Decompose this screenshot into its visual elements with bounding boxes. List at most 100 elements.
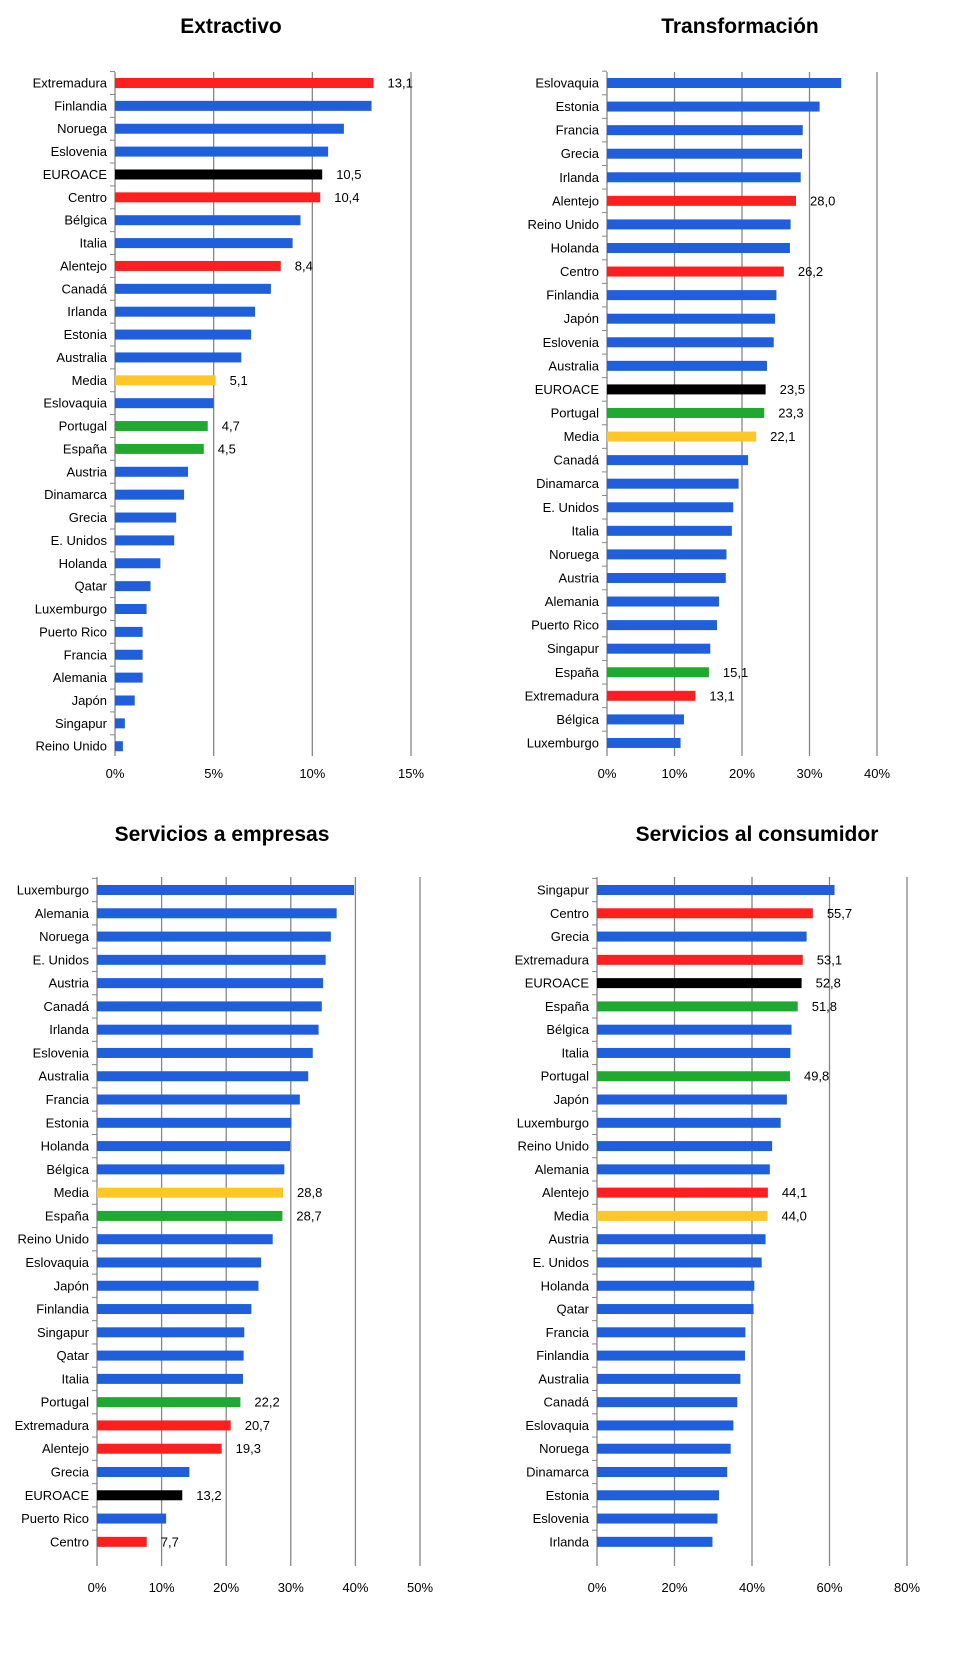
bar-estonia	[607, 101, 820, 112]
category-label: Estonia	[46, 1115, 90, 1130]
category-label: Francia	[64, 647, 108, 662]
bar-portugal	[115, 421, 208, 432]
category-label: Italia	[562, 1045, 590, 1060]
bar-dinamarca	[115, 489, 185, 500]
category-label: Finlandia	[36, 1302, 90, 1317]
data-label: 13,2	[196, 1488, 221, 1503]
bar-espana	[607, 667, 709, 678]
tick-label: 40%	[739, 1580, 765, 1595]
category-label: Grecia	[561, 146, 600, 161]
tick-label: 50%	[407, 1580, 433, 1595]
bar-qatar	[597, 1304, 754, 1315]
bar-holanda	[97, 1141, 291, 1152]
bar-qatar	[97, 1350, 244, 1361]
category-label: Alemania	[535, 1162, 590, 1177]
bar-japon	[597, 1094, 787, 1105]
tick-label: 0%	[106, 766, 125, 781]
chart-servicios-empresas: Servicios a empresas 0% 10% 20% 30% 40% 50% Lux…	[15, 823, 434, 1595]
bar-australia	[97, 1071, 309, 1082]
category-label: Alentejo	[552, 193, 599, 208]
bar-canada	[97, 1001, 322, 1012]
category-label: Australia	[38, 1069, 89, 1084]
data-label: 28,8	[297, 1185, 322, 1200]
data-label: 20,7	[245, 1418, 270, 1433]
category-label: Bélgica	[546, 1022, 589, 1037]
category-label: EUROACE	[525, 976, 590, 991]
bar-belgica	[607, 714, 684, 725]
data-label: 10,4	[334, 190, 359, 205]
category-label: Italia	[62, 1371, 90, 1386]
category-label: Portugal	[551, 405, 600, 420]
bar-australia	[597, 1373, 741, 1384]
category-label: Alemania	[53, 670, 108, 685]
category-label: Eslovenia	[33, 1045, 90, 1060]
chart-title: Extractivo	[180, 15, 282, 38]
bar-e-unidos	[607, 502, 734, 513]
tick-label: 15%	[398, 766, 424, 781]
category-label: Centro	[68, 190, 107, 205]
category-label: España	[555, 665, 600, 680]
category-label: Alemania	[35, 906, 90, 921]
bar-dinamarca	[597, 1467, 728, 1477]
category-label: E. Unidos	[533, 1255, 590, 1270]
data-label: 44,1	[782, 1185, 807, 1200]
bar-e-unidos	[597, 1257, 762, 1268]
category-label: Alentejo	[60, 258, 107, 273]
category-label: Singapur	[537, 883, 590, 898]
tick-label: 10%	[661, 766, 687, 781]
bar-reino-unido	[115, 741, 123, 752]
tick-label: 30%	[796, 766, 822, 781]
bar-reino-unido	[597, 1141, 773, 1152]
category-label: Austria	[559, 570, 600, 585]
category-label: Qatar	[556, 1302, 589, 1317]
bar-irlanda	[115, 306, 256, 317]
chart-extractivo: Extractivo 0% 5% 10% 15% Extremadura 13,1 Finla…	[33, 15, 425, 781]
data-label: 13,1	[388, 76, 413, 91]
bar-noruega	[97, 931, 331, 942]
category-label: Puerto Rico	[39, 624, 107, 639]
category-label: Luxemburgo	[35, 602, 107, 617]
bar-austria	[597, 1234, 766, 1245]
category-label: Canadá	[61, 281, 107, 296]
bar-dinamarca	[607, 478, 739, 489]
bar-grecia	[597, 931, 807, 942]
category-label: Reino Unido	[35, 739, 107, 754]
category-label: Canadá	[43, 999, 89, 1014]
data-label: 4,5	[218, 441, 236, 456]
category-label: Austria	[549, 1232, 590, 1247]
bar-media	[597, 1210, 768, 1221]
category-label: Extremadura	[15, 1418, 90, 1433]
bar-luxemburgo	[115, 604, 147, 615]
category-label: Austria	[67, 464, 108, 479]
category-label: Irlanda	[67, 304, 108, 319]
bar-grecia	[97, 1467, 190, 1477]
tick-label: 0%	[588, 1580, 607, 1595]
bar-irlanda	[97, 1024, 319, 1035]
category-label: Estonia	[546, 1488, 590, 1503]
bar-austria	[115, 466, 189, 477]
data-label: 15,1	[723, 665, 748, 680]
bar-finlandia	[607, 290, 777, 301]
data-label: 53,1	[817, 952, 842, 967]
bar-holanda	[597, 1280, 755, 1291]
category-label: Centro	[50, 1534, 89, 1549]
bar-singapur	[607, 643, 711, 654]
bar-noruega	[115, 123, 344, 134]
bar-luxemburgo	[607, 737, 681, 748]
bar-media	[115, 375, 216, 386]
bar-eslovaquia	[597, 1420, 734, 1431]
category-label: Italia	[80, 236, 108, 251]
data-label: 51,8	[812, 999, 837, 1014]
category-label: Holanda	[41, 1139, 90, 1154]
data-label: 7,7	[161, 1534, 179, 1549]
category-label: Alemania	[545, 594, 600, 609]
category-label: Portugal	[41, 1395, 90, 1410]
category-label: España	[63, 441, 108, 456]
tick-label: 10%	[149, 1580, 175, 1595]
bar-alentejo	[597, 1187, 768, 1198]
category-label: Puerto Rico	[531, 618, 599, 633]
category-label: Eslovaquia	[535, 76, 599, 91]
data-label: 26,2	[798, 264, 823, 279]
bar-austria	[97, 978, 324, 989]
bar-reino-unido	[97, 1234, 273, 1245]
